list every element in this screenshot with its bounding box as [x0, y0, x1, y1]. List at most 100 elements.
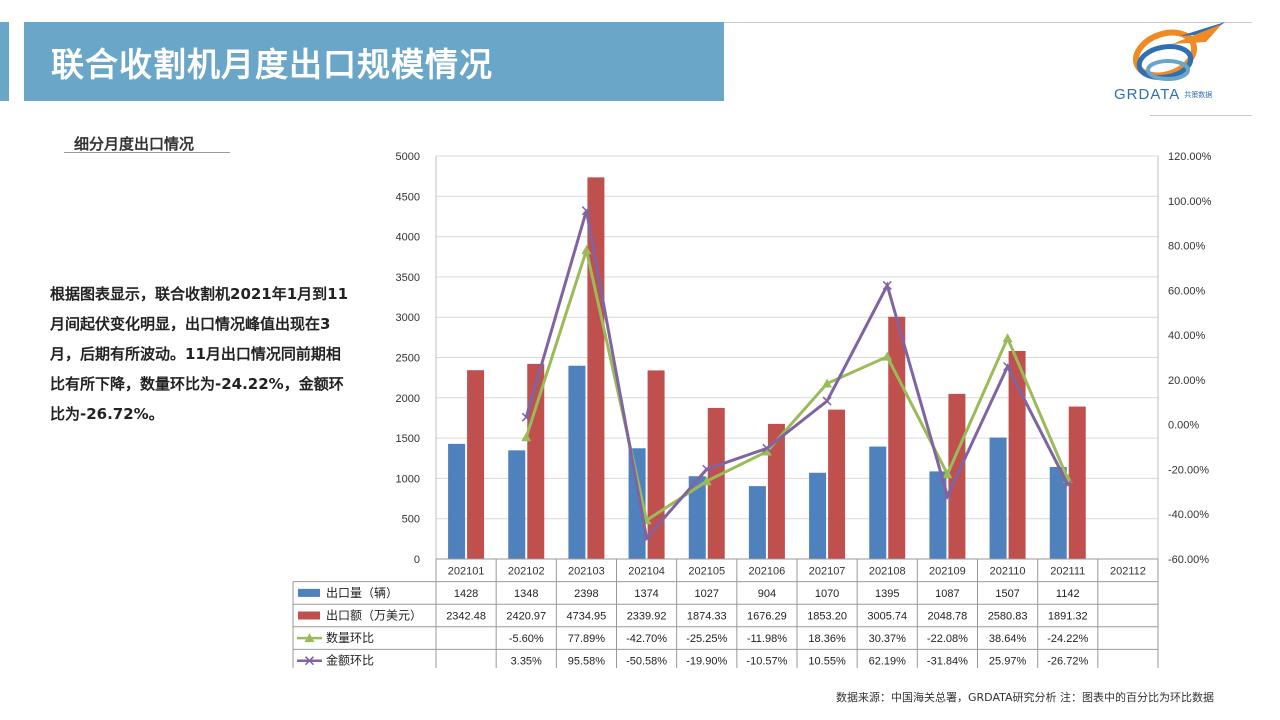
data-table-cell: 10.55% [808, 656, 846, 668]
y-right-tick-label: 0.00% [1168, 420, 1199, 432]
subtitle-underline [64, 152, 230, 153]
x-category-label: 202112 [1110, 566, 1146, 578]
marker-amt-mom [642, 533, 652, 543]
header-divider [724, 22, 1252, 23]
data-table-cell: -25.25% [686, 633, 727, 645]
data-table-cell: -11.98% [747, 633, 787, 645]
data-table-cell: 1891.32 [1048, 611, 1088, 623]
marker-amt-mom [581, 206, 591, 216]
marker-amt-mom [882, 280, 892, 290]
x-category-label: 202107 [809, 566, 846, 578]
logo-subtext: 共策数据 [1184, 92, 1213, 100]
chart-description: 根据图表显示，联合收割机2021年1月到11月间起伏变化明显，出口情况峰值出现在… [50, 285, 349, 423]
bar-export-volume [568, 365, 586, 559]
marker-amt-mom [762, 443, 772, 453]
bar-export-amount [1068, 406, 1086, 559]
marker-qty-mom [822, 378, 833, 388]
y-right-tick-label: -60.00% [1168, 554, 1209, 566]
bar-export-amount [647, 370, 665, 559]
title-accent-bar [0, 22, 9, 101]
data-table-cell: 2398 [574, 588, 598, 600]
y-right-tick-label: 120.00% [1168, 151, 1212, 163]
logo-wordmark: GRDATA 共策数据 [1114, 86, 1212, 103]
legend-key-marker [304, 656, 315, 666]
data-table-cell: 1874.33 [687, 611, 727, 623]
x-category-label: 202106 [749, 566, 786, 578]
y-right-tick-label: 60.00% [1168, 285, 1206, 297]
data-table-cell: 25.97% [989, 656, 1027, 668]
y-left-tick-label: 2000 [396, 393, 420, 405]
x-category-label: 202108 [869, 566, 906, 578]
logo-divider [1150, 115, 1252, 116]
x-category-label: 202103 [568, 566, 605, 578]
bar-export-amount [888, 316, 906, 559]
legend-label: 出口量（辆） [326, 586, 398, 600]
marker-qty-mom [701, 476, 712, 486]
data-table-cell: 3005.74 [867, 611, 907, 623]
data-table-cell: 4734.95 [567, 611, 607, 623]
bar-export-volume [448, 443, 466, 559]
bar-export-amount [828, 409, 846, 559]
data-table-cell: 2048.78 [928, 611, 968, 623]
x-category-label: 202110 [990, 566, 1026, 578]
bar-export-amount [467, 370, 485, 559]
data-table-cell: 1070 [815, 588, 839, 600]
line-amt-mom [524, 210, 1070, 542]
x-category-label: 202104 [628, 566, 665, 578]
bar-export-volume [628, 448, 646, 559]
y-left-tick-label: 3000 [396, 312, 420, 324]
x-category-label: 202101 [448, 566, 485, 578]
data-table-cell: -26.72% [1047, 656, 1088, 668]
bar-export-volume [748, 486, 766, 559]
bar-export-volume [929, 471, 947, 559]
bar-export-amount [767, 423, 785, 559]
marker-amt-mom [702, 464, 712, 474]
data-table-cell: 904 [758, 588, 776, 600]
data-table-cell: 2342.48 [446, 611, 486, 623]
bar-export-volume [809, 472, 827, 559]
y-left-tick-label: 1000 [396, 473, 420, 485]
marker-qty-mom [521, 432, 532, 442]
legend-key-marker [304, 633, 315, 643]
export-chart: 0 500 1000 1500 2000 2500 3000 3500 4000 4500 5000… [292, 151, 1212, 668]
legend-label: 出口额（万美元） [326, 609, 422, 623]
data-table-cell: 38.64% [989, 633, 1027, 645]
data-table-cell: -10.57% [746, 656, 787, 668]
legend-label: 数量环比 [326, 630, 374, 645]
marker-amt-mom [822, 396, 832, 406]
bar-export-volume [989, 437, 1007, 559]
bar-export-amount [1008, 350, 1026, 559]
data-table-cell: 1676.29 [747, 611, 787, 623]
legend-label: 金额环比 [326, 653, 374, 668]
bar-export-volume [688, 476, 706, 559]
x-category-label: 202111 [1050, 566, 1085, 578]
title-banner [24, 22, 724, 101]
legend-key-bar [298, 611, 320, 620]
y-right-tick-label: -40.00% [1168, 509, 1209, 521]
marker-qty-mom [761, 446, 772, 456]
marker-amt-mom [942, 491, 952, 501]
marker-qty-mom [882, 351, 893, 361]
y-left-tick-label: 1500 [396, 433, 420, 445]
marker-amt-mom [1063, 479, 1073, 490]
page-title: 联合收割机月度出口规模情况 [51, 45, 493, 84]
x-category-label: 202109 [929, 566, 966, 578]
data-table-cell: 95.58% [568, 656, 606, 668]
marker-amt-mom [521, 412, 531, 422]
x-category-label: 202102 [508, 566, 545, 578]
bar-export-volume [1049, 466, 1067, 559]
data-table-cell: -22.08% [927, 633, 968, 645]
data-table-cell: 18.36% [808, 633, 846, 645]
grdata-logo-icon [1132, 22, 1225, 81]
data-table-cell: 1087 [935, 588, 959, 600]
y-left-tick-label: 500 [402, 514, 420, 526]
bar-export-volume [508, 450, 526, 559]
bar-export-volume [869, 446, 887, 559]
data-table-cell: 30.37% [869, 633, 907, 645]
data-table-cell: 77.89% [568, 633, 606, 645]
line-qty-mom [524, 244, 1070, 523]
y-left-tick-label: 0 [414, 554, 420, 566]
data-table-cell: 1507 [995, 588, 1019, 600]
data-table-cell: 1853.20 [807, 611, 847, 623]
y-right-tick-label: 20.00% [1168, 375, 1206, 387]
